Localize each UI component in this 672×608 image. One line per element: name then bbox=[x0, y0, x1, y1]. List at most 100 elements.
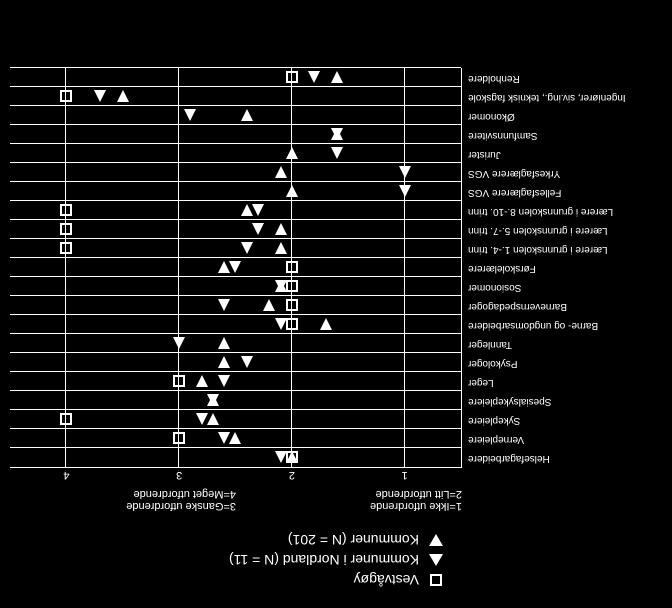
x-tick-label: 1 bbox=[402, 469, 408, 481]
legend-item-komm: Kommuner (N = 201) bbox=[229, 532, 443, 548]
gridline bbox=[404, 68, 405, 467]
data-point bbox=[218, 376, 230, 388]
data-point bbox=[286, 148, 298, 160]
gridline bbox=[10, 371, 461, 372]
category-label: Yrkesfaglærere VGS bbox=[462, 164, 662, 183]
square-icon bbox=[429, 573, 443, 587]
gridline bbox=[10, 295, 461, 296]
gridline bbox=[10, 238, 461, 239]
data-point bbox=[331, 72, 343, 84]
gridline bbox=[10, 276, 461, 277]
data-point bbox=[241, 243, 253, 255]
data-point bbox=[275, 281, 287, 293]
category-label: Samfunnsvitere bbox=[462, 126, 662, 145]
gridline bbox=[10, 143, 461, 144]
gridline bbox=[10, 257, 461, 258]
gridline bbox=[10, 333, 461, 334]
gridline bbox=[10, 428, 461, 429]
data-point bbox=[286, 319, 298, 331]
category-label: Sykepleiere bbox=[462, 411, 662, 430]
data-point bbox=[207, 395, 219, 407]
category-label: Renholdere bbox=[462, 69, 662, 88]
gridline bbox=[10, 219, 461, 220]
x-axis: 1 2 3 4 bbox=[10, 467, 461, 481]
data-point bbox=[218, 357, 230, 369]
gridline bbox=[10, 390, 461, 391]
data-point bbox=[230, 433, 242, 445]
data-point bbox=[320, 319, 332, 331]
data-point bbox=[218, 338, 230, 350]
gridline bbox=[10, 409, 461, 410]
data-point bbox=[275, 224, 287, 236]
category-label: Leger bbox=[462, 373, 662, 392]
data-point bbox=[331, 148, 343, 160]
data-point bbox=[241, 357, 253, 369]
data-point bbox=[399, 186, 411, 198]
data-point bbox=[196, 414, 208, 426]
gridline bbox=[10, 162, 461, 163]
x-tick-label: 2 bbox=[289, 469, 295, 481]
category-label: Førskolelærere bbox=[462, 259, 662, 278]
sublabel: 1=Ikke utfordrende bbox=[236, 500, 462, 512]
category-label: Spesialsykepleiere bbox=[462, 392, 662, 411]
data-point bbox=[286, 300, 298, 312]
category-label: Ingeniører, siv.ing., teknisk fagskole bbox=[462, 88, 662, 107]
data-point bbox=[173, 376, 185, 388]
gridline bbox=[10, 124, 461, 125]
x-tick-label: 4 bbox=[63, 469, 69, 481]
category-label: Tannleger bbox=[462, 335, 662, 354]
data-point bbox=[263, 300, 275, 312]
category-label: Lærere i grunnskolen 5.-7. trinn bbox=[462, 221, 662, 240]
data-point bbox=[207, 414, 219, 426]
data-point bbox=[399, 167, 411, 179]
data-point bbox=[230, 262, 242, 274]
gridline bbox=[10, 447, 461, 448]
legend-label: Kommuner i Nordland (N = 11) bbox=[229, 552, 419, 568]
data-point bbox=[286, 262, 298, 274]
data-point bbox=[331, 129, 343, 141]
data-point bbox=[252, 224, 264, 236]
data-point bbox=[286, 72, 298, 84]
gridline bbox=[10, 181, 461, 182]
gridline bbox=[10, 67, 461, 68]
gridline bbox=[10, 314, 461, 315]
data-point bbox=[60, 243, 72, 255]
legend-item-nord: Kommuner i Nordland (N = 11) bbox=[229, 552, 443, 568]
data-point bbox=[241, 205, 253, 217]
y-axis-labels: HelsefagarbeidereVernepleiereSykepleiere… bbox=[462, 69, 662, 468]
triangle-up-icon bbox=[429, 553, 443, 567]
legend-item-vest: Vestvågøy bbox=[229, 572, 443, 588]
data-point bbox=[60, 91, 72, 103]
category-label: Helsefagarbeidere bbox=[462, 449, 662, 468]
category-label: Fellesfaglærere VGS bbox=[462, 183, 662, 202]
category-label: Psykologer bbox=[462, 354, 662, 373]
gridline bbox=[10, 200, 461, 201]
gridline bbox=[10, 86, 461, 87]
data-point bbox=[60, 414, 72, 426]
category-label: Lærere i grunnskolen 8.-10. trinn bbox=[462, 202, 662, 221]
data-point bbox=[286, 452, 298, 464]
gridline bbox=[65, 68, 66, 467]
category-label: Jurister bbox=[462, 145, 662, 164]
data-point bbox=[117, 91, 129, 103]
chart-flipped-container: Vestvågøy Kommuner i Nordland (N = 11) K… bbox=[0, 0, 672, 608]
data-point bbox=[241, 110, 253, 122]
data-point bbox=[60, 224, 72, 236]
data-point bbox=[308, 72, 320, 84]
gridline bbox=[10, 352, 461, 353]
data-point bbox=[286, 186, 298, 198]
data-point bbox=[60, 205, 72, 217]
sublabel: 2=Litt utfordrende bbox=[236, 488, 462, 500]
data-point bbox=[252, 205, 264, 217]
data-point bbox=[173, 433, 185, 445]
x-tick-label: 3 bbox=[176, 469, 182, 481]
gridline bbox=[178, 68, 179, 467]
data-point bbox=[184, 110, 196, 122]
triangle-down-icon bbox=[429, 533, 443, 547]
data-point bbox=[275, 319, 287, 331]
data-point bbox=[275, 167, 287, 179]
data-point bbox=[196, 376, 208, 388]
legend-label: Vestvågøy bbox=[354, 572, 419, 588]
data-point bbox=[275, 452, 287, 464]
axis-sublabels: 1=Ikke utfordrende 2=Litt utfordrende 3=… bbox=[10, 488, 662, 512]
